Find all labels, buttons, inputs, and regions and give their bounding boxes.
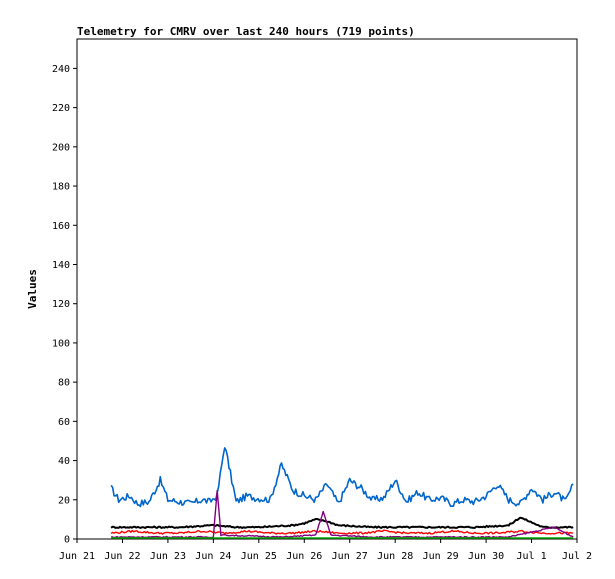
x-tick-label: Jun 21	[59, 551, 95, 562]
y-tick-label: 0	[64, 535, 70, 546]
y-tick-label: 80	[58, 378, 70, 389]
y-tick-label: 200	[52, 142, 70, 153]
y-tick-label: 40	[58, 456, 70, 467]
x-tick-label: Jun 25	[241, 551, 277, 562]
y-tick-label: 220	[52, 103, 70, 114]
y-tick-label: 20	[58, 495, 70, 506]
x-tick-label: Jun 29	[423, 551, 459, 562]
series-line-0	[110, 447, 574, 508]
x-tick-label: Jul 1	[516, 551, 546, 562]
x-tick-label: Jun 30	[468, 551, 504, 562]
chart-title: Telemetry for CMRV over last 240 hours (…	[77, 25, 415, 38]
x-tick-label: Jul 2	[562, 551, 592, 562]
y-tick-label: 140	[52, 260, 70, 271]
y-tick-label: 60	[58, 417, 70, 428]
series-line-2	[110, 529, 574, 535]
y-tick-label: 120	[52, 299, 70, 310]
x-tick-label: Jun 26	[286, 551, 322, 562]
y-axis-label: Values	[26, 269, 39, 309]
y-tick-label: 240	[52, 64, 70, 75]
x-tick-label: Jun 24	[195, 551, 231, 562]
y-tick-label: 160	[52, 221, 70, 232]
x-axis-ticks: Jun 21 Jun 22 Jun 23 Jun 24 Jun 25 Jun 26 Jun …	[59, 539, 592, 562]
series-layer	[110, 447, 574, 539]
series-line-3	[111, 489, 574, 539]
y-tick-label: 180	[52, 182, 70, 193]
x-tick-label: Jun 23	[150, 551, 186, 562]
x-tick-label: Jun 27	[332, 551, 368, 562]
y-tick-label: 100	[52, 338, 70, 349]
x-tick-label: Jun 28	[377, 551, 413, 562]
x-tick-label: Jun 22	[104, 551, 140, 562]
series-line-1	[110, 516, 574, 529]
plot-frame	[76, 38, 578, 540]
y-axis-ticks: 0 20 40 60 80 100 120 140 160 180 200 220 240	[52, 64, 77, 546]
